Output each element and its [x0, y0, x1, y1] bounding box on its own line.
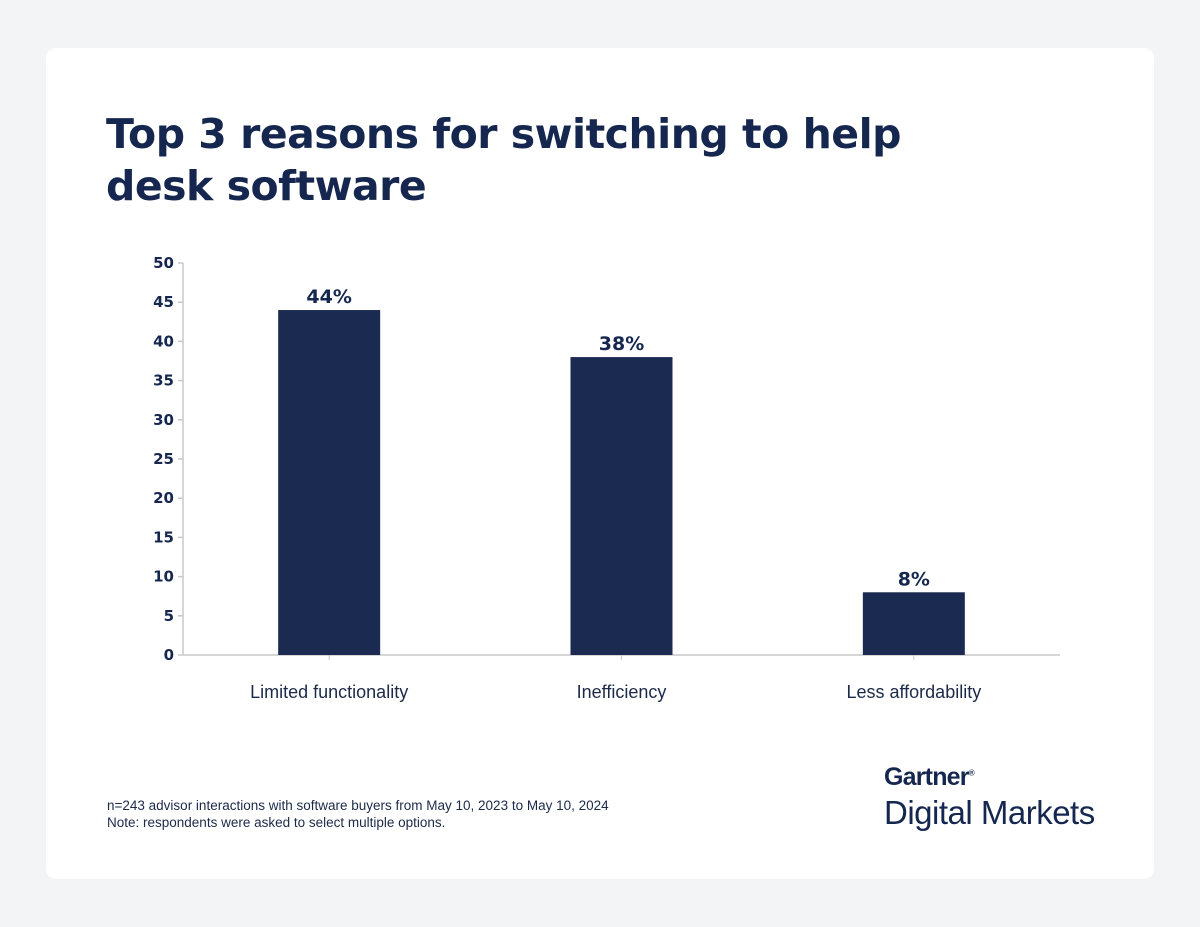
x-tick-label: Limited functionality — [250, 682, 408, 702]
data-label: 38% — [599, 333, 644, 355]
y-tick-label: 45 — [153, 293, 174, 311]
y-tick-label: 50 — [153, 254, 174, 272]
x-tick-label: Inefficiency — [577, 682, 667, 702]
bar — [278, 310, 381, 655]
gartner-logo: Gartner® Digital Markets — [884, 763, 1095, 831]
y-tick-label: 30 — [153, 411, 174, 429]
footnote-sample: n=243 advisor interactions with software… — [107, 798, 609, 813]
y-tick-label: 15 — [153, 528, 174, 546]
y-tick-label: 35 — [153, 372, 174, 390]
y-tick-label: 10 — [153, 568, 174, 586]
chart-title: Top 3 reasons for switching to help desk… — [106, 110, 901, 210]
footnote-note: Note: respondents were asked to select m… — [107, 815, 446, 830]
y-tick-label: 25 — [153, 450, 174, 468]
y-tick-label: 20 — [153, 489, 174, 507]
y-tick-label: 40 — [153, 332, 174, 350]
logo-brand: Gartner — [884, 763, 970, 791]
data-label: 44% — [306, 286, 351, 308]
y-tick-label: 0 — [164, 646, 174, 664]
bar — [570, 357, 673, 655]
bar — [862, 592, 965, 655]
data-label: 8% — [898, 568, 930, 590]
footnote: n=243 advisor interactions with software… — [107, 797, 609, 831]
y-tick-label: 5 — [164, 607, 174, 625]
logo-product: Digital Markets — [884, 794, 1095, 831]
x-tick-label: Less affordability — [846, 682, 981, 702]
